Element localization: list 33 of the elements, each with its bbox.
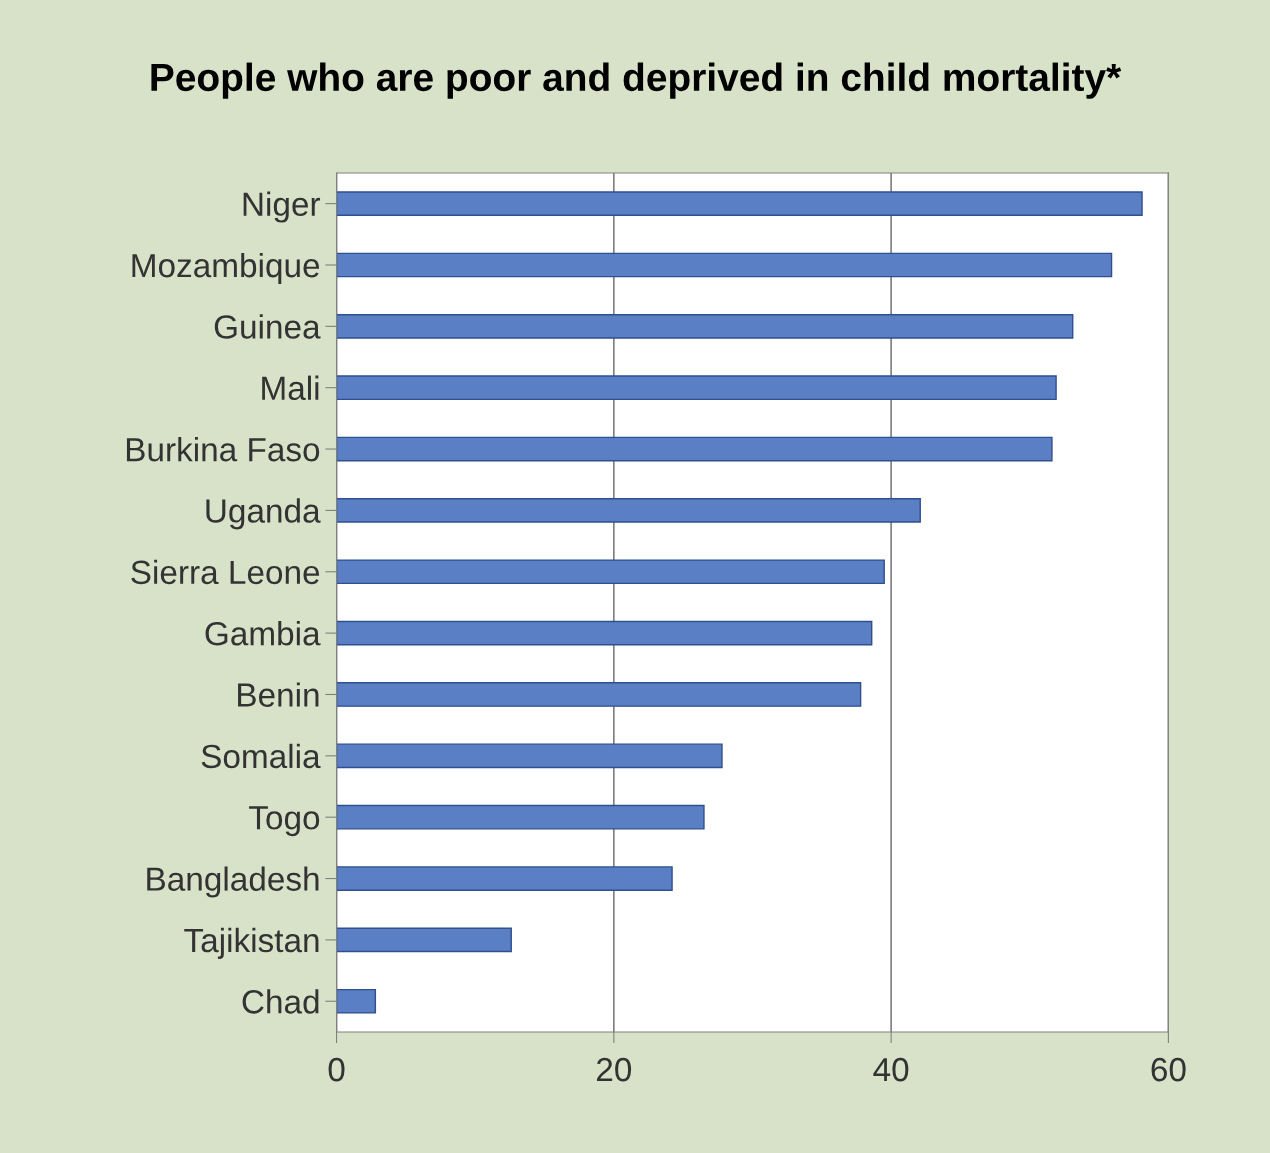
- bar: [336, 743, 723, 769]
- bar: [336, 682, 862, 707]
- x-tick-label: 60: [1151, 1057, 1186, 1082]
- x-tick-label: 40: [873, 1057, 909, 1082]
- y-tick-label: Chad: [242, 989, 319, 1014]
- y-tick-label: Guinea: [214, 314, 321, 339]
- bar: [336, 866, 673, 891]
- bar: [336, 988, 377, 1014]
- y-tick-label: Niger: [243, 191, 321, 223]
- bar: [336, 620, 873, 646]
- y-tick-label: Burkina Faso: [126, 436, 320, 462]
- chart-title: People who are poor and deprived in child mortality*: [151, 62, 1122, 99]
- y-tick-label: Somalia: [201, 743, 321, 769]
- x-tick-label: 0: [328, 1057, 345, 1082]
- y-tick-label: Gambia: [205, 621, 321, 646]
- bar: [336, 375, 1057, 401]
- bar: [336, 498, 921, 523]
- bar: [336, 927, 512, 953]
- y-tick-label: Tajikistan: [184, 927, 319, 959]
- bar: [336, 804, 705, 830]
- bar: [336, 559, 885, 585]
- bar: [336, 252, 1113, 278]
- bar: [336, 436, 1053, 462]
- y-tick-label: Sierra Leone: [131, 559, 320, 585]
- y-tick-label: Bangladesh: [147, 866, 319, 898]
- y-tick-label: Benin: [238, 682, 319, 707]
- y-tick-label: Togo: [249, 806, 320, 837]
- x-tick-label: 20: [596, 1057, 632, 1082]
- y-tick-label: Uganda: [206, 498, 321, 530]
- bar: [336, 313, 1074, 339]
- y-tick-label: Mali: [262, 375, 319, 401]
- y-tick-label: Mozambique: [132, 252, 320, 284]
- bar: [336, 191, 1143, 216]
